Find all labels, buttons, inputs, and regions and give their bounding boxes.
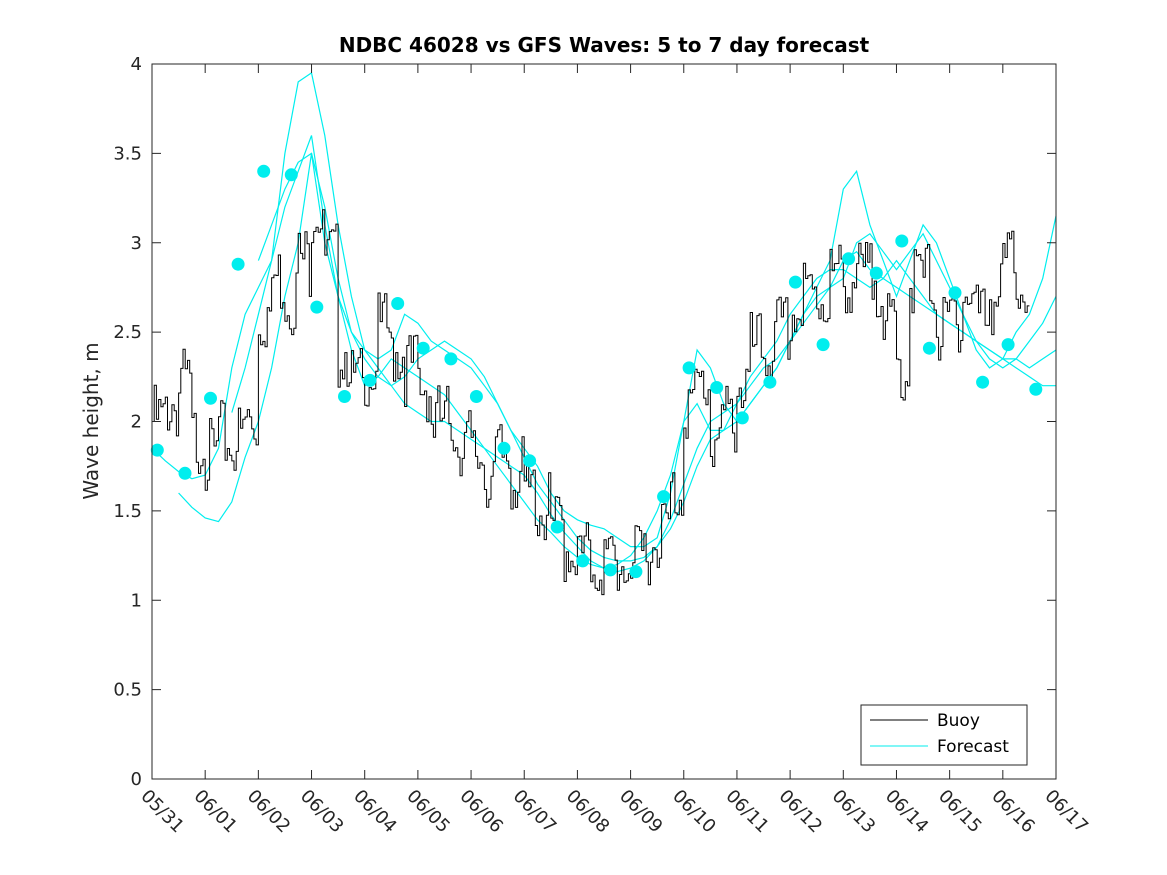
forecast-marker [178, 466, 192, 480]
buoy-line [152, 209, 1030, 596]
y-axis-label: Wave height, m [79, 342, 103, 499]
forecast-marker [523, 454, 537, 468]
forecast-marker [576, 554, 590, 568]
y-tick-label: 2.5 [113, 322, 142, 343]
forecast-marker [842, 252, 856, 266]
forecast-marker [735, 411, 749, 425]
chart-title: NDBC 46028 vs GFS Waves: 5 to 7 day fore… [339, 33, 870, 57]
forecast-marker [444, 352, 458, 366]
forecast-marker [150, 443, 164, 457]
forecast-marker [257, 164, 271, 178]
y-tick-label: 0.5 [113, 680, 142, 701]
forecast-marker [657, 490, 671, 504]
forecast-marker [497, 441, 511, 455]
forecast-marker [816, 338, 830, 352]
legend-label-buoy: Buoy [937, 711, 980, 731]
forecast-marker [416, 341, 430, 355]
forecast-marker [922, 341, 936, 355]
forecast-marker [469, 390, 483, 403]
forecast-marker [948, 286, 962, 300]
forecast-marker [763, 375, 777, 389]
legend: Buoy Forecast [860, 704, 1028, 766]
forecast-marker [682, 361, 696, 375]
forecast-marker [603, 563, 617, 577]
y-tick-label: 4 [131, 54, 142, 75]
forecast-marker [1001, 338, 1015, 352]
forecast-marker [869, 266, 883, 280]
forecast-marker [310, 300, 324, 314]
plot-area [152, 64, 1056, 779]
y-tick-label: 1 [131, 590, 142, 611]
forecast-marker [976, 375, 990, 389]
y-tick-label: 1.5 [113, 501, 142, 522]
marker-layer [150, 164, 1043, 579]
y-tick-label: 3.5 [113, 143, 142, 164]
y-axis: 0 0.5 1 1.5 2 2.5 3 3.5 4 [113, 54, 1056, 790]
forecast-marker [204, 391, 217, 405]
forecast-marker [710, 381, 724, 394]
forecast-line [257, 152, 1057, 562]
y-tick-label: 3 [131, 233, 142, 254]
series-layer [151, 71, 1057, 596]
y-tick-label: 0 [131, 769, 142, 790]
forecast-marker [629, 565, 643, 579]
forecast-marker [363, 373, 377, 387]
forecast-marker [895, 234, 909, 248]
forecast-marker [788, 275, 802, 289]
y-tick-label: 2 [131, 412, 142, 433]
forecast-marker [1029, 382, 1043, 396]
forecast-marker [231, 257, 245, 271]
legend-label-forecast: Forecast [937, 737, 1009, 757]
forecast-marker [284, 168, 298, 182]
legend-box [860, 704, 1028, 766]
forecast-marker [338, 390, 351, 403]
forecast-marker [391, 297, 405, 310]
forecast-marker [550, 520, 564, 534]
